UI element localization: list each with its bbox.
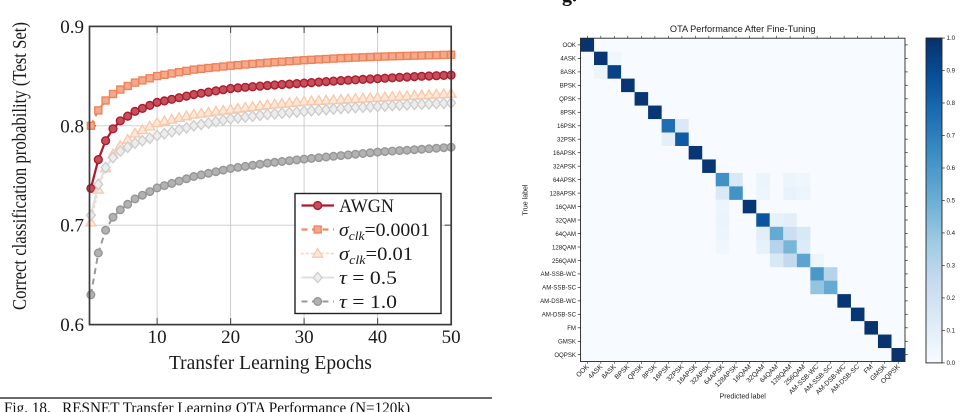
svg-text:AM-DSB-SC: AM-DSB-SC: [542, 312, 577, 319]
svg-text:0.7: 0.7: [60, 216, 84, 237]
svg-text:0.5: 0.5: [947, 198, 956, 205]
svg-text:32PSK: 32PSK: [557, 137, 576, 144]
svg-text:τ = 1.0: τ = 1.0: [339, 292, 397, 313]
svg-text:0.3: 0.3: [947, 263, 956, 270]
svg-text:OQPSK: OQPSK: [554, 352, 576, 359]
svg-text:16PSK: 16PSK: [557, 123, 576, 130]
svg-text:AM-DSB-WC: AM-DSB-WC: [540, 298, 576, 305]
svg-text:0.2: 0.2: [947, 295, 956, 302]
svg-text:Predicted label: Predicted label: [720, 394, 767, 401]
svg-text:AM-SSB-SC: AM-SSB-SC: [542, 285, 576, 292]
svg-text:1.0: 1.0: [947, 35, 956, 42]
svg-text:GMSK: GMSK: [558, 339, 576, 346]
svg-text:128APSK: 128APSK: [550, 190, 576, 197]
svg-text:σclk=0.01: σclk=0.01: [339, 244, 413, 267]
svg-text:4ASK: 4ASK: [560, 56, 576, 63]
svg-text:40: 40: [368, 327, 387, 348]
svg-text:OTA Performance After Fine-Tun: OTA Performance After Fine-Tuning: [670, 24, 816, 34]
svg-text:50: 50: [442, 327, 461, 348]
svg-text:0.9: 0.9: [947, 68, 956, 75]
svg-text:8ASK: 8ASK: [560, 69, 576, 76]
svg-text:Transfer Learning Epochs: Transfer Learning Epochs: [169, 353, 372, 374]
svg-text:g.: g.: [562, 0, 577, 7]
svg-text:0.8: 0.8: [60, 116, 84, 137]
svg-text:0.8: 0.8: [947, 100, 956, 107]
svg-text:AWGN: AWGN: [339, 196, 394, 217]
svg-text:Correct classification probabi: Correct classification probability (Test…: [10, 22, 31, 310]
svg-text:0.6: 0.6: [60, 315, 84, 336]
svg-text:256QAM: 256QAM: [552, 258, 576, 265]
svg-text:8PSK: 8PSK: [560, 110, 576, 117]
svg-text:0.1: 0.1: [947, 328, 956, 335]
svg-text:0.4: 0.4: [947, 230, 956, 237]
svg-text:OOK: OOK: [562, 42, 576, 49]
svg-text:32QAM: 32QAM: [555, 217, 576, 224]
svg-text:0.7: 0.7: [947, 133, 956, 140]
svg-text:10: 10: [148, 327, 167, 348]
svg-text:64APSK: 64APSK: [553, 177, 576, 184]
svg-text:30: 30: [295, 327, 314, 348]
svg-text:True label: True label: [523, 184, 530, 215]
svg-text:QPSK: QPSK: [559, 96, 576, 103]
svg-text:64QAM: 64QAM: [555, 231, 576, 238]
svg-text:BPSK: BPSK: [560, 83, 576, 90]
svg-text:Fig. 18. RESNET Transfer Lea: Fig. 18. RESNET Transfer Learning OTA Pe…: [4, 400, 410, 412]
svg-text:32APSK: 32APSK: [553, 164, 576, 171]
svg-text:16QAM: 16QAM: [555, 204, 576, 211]
svg-text:τ = 0.5: τ = 0.5: [339, 268, 397, 289]
svg-text:AM-SSB-WC: AM-SSB-WC: [540, 271, 576, 278]
svg-text:128QAM: 128QAM: [552, 244, 576, 251]
svg-text:0.6: 0.6: [947, 165, 956, 172]
svg-text:16APSK: 16APSK: [553, 150, 576, 157]
svg-text:0.9: 0.9: [60, 17, 84, 38]
svg-text:σclk=0.0001: σclk=0.0001: [339, 220, 430, 243]
svg-text:FM: FM: [567, 325, 576, 332]
svg-text:0.0: 0.0: [947, 360, 956, 367]
svg-text:20: 20: [221, 327, 240, 348]
